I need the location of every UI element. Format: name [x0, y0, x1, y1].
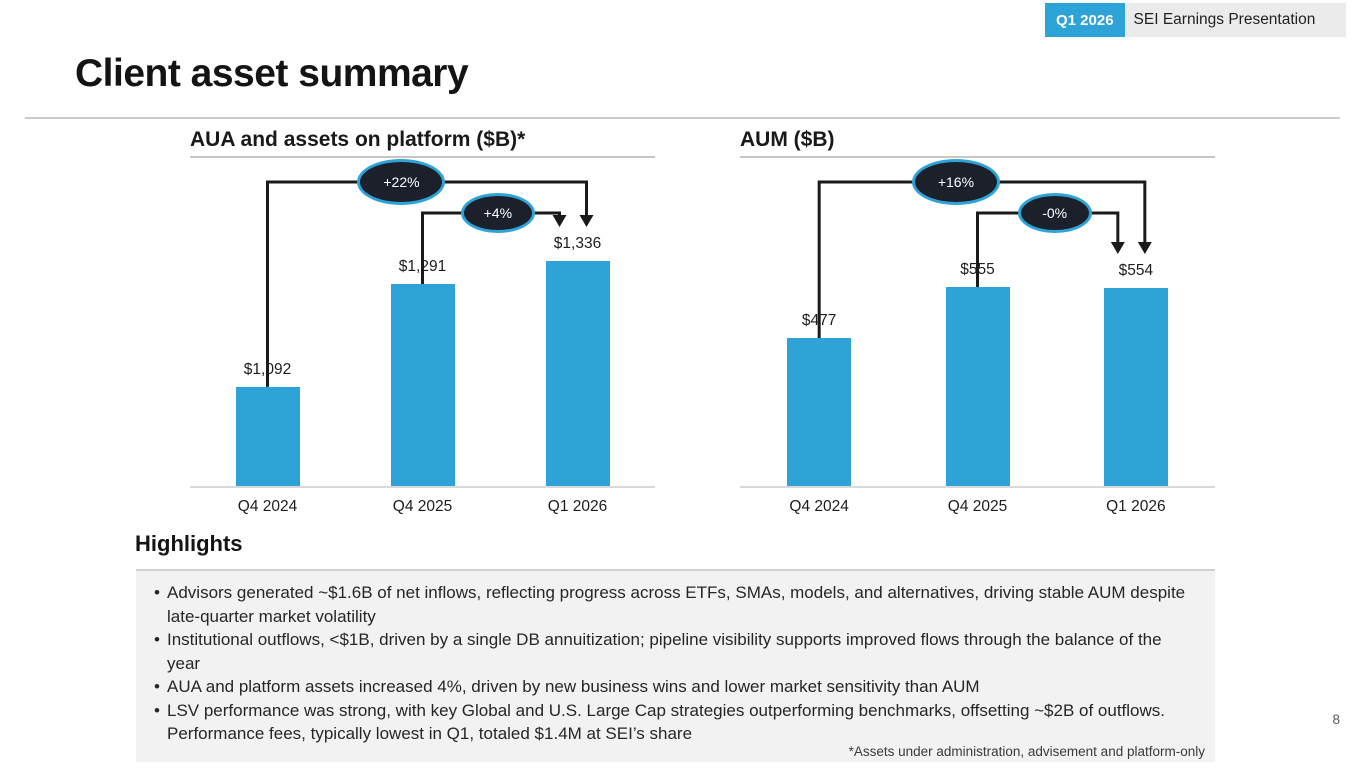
category-label: Q1 2026 [1106, 498, 1166, 515]
chart-aua-assets-on-platform: AUA and assets on platform ($B)* $1,092 $… [190, 127, 655, 520]
growth-percent-oval: +16% [911, 159, 1000, 205]
growth-percent-oval: +22% [357, 159, 446, 205]
slide-title: Client asset summary [75, 52, 469, 95]
x-axis-labels: Q4 2024 Q4 2025 Q1 2026 [740, 488, 1215, 520]
highlight-text: AUA and platform assets increased 4%, dr… [167, 677, 980, 696]
header-strip: Q1 2026 SEI Earnings Presentation [1045, 3, 1346, 37]
title-divider [25, 117, 1340, 119]
category-label: Q4 2025 [392, 498, 453, 515]
bar-value-label: $555 [960, 261, 995, 279]
bar-q4-2025 [945, 287, 1010, 486]
footnote: *Assets under administration, advisement… [848, 744, 1205, 759]
bar-value-label: $477 [801, 312, 837, 330]
highlight-text: LSV performance was strong, with key Glo… [167, 700, 1166, 744]
bar-q1-2026 [1103, 287, 1168, 486]
highlight-text: Advisors generated ~$1.6B of net inflows… [167, 583, 1186, 626]
highlights-title: Highlights [135, 531, 243, 556]
bar-q4-2024 [235, 386, 300, 486]
growth-percent-oval: -0% [1017, 193, 1092, 233]
category-label: Q4 2025 [947, 498, 1008, 515]
bar-q4-2025 [390, 284, 455, 486]
highlight-item: LSV performance was strong, with key Glo… [152, 699, 1199, 746]
category-label: Q4 2024 [789, 498, 849, 515]
highlights-box: Advisors generated ~$1.6B of net inflows… [136, 569, 1215, 762]
chart-aum: AUM ($B) $477 $555 $554 +16% -0% Q4 2024 Q4 2… [740, 127, 1215, 520]
bar-q1-2026 [545, 261, 610, 486]
highlights-list: Advisors generated ~$1.6B of net inflows… [136, 571, 1215, 746]
presentation-title: SEI Earnings Presentation [1124, 3, 1346, 37]
highlight-item: Advisors generated ~$1.6B of net inflows… [152, 581, 1199, 628]
plot-area: $1,092 $1,291 $1,336 +22% +4% [190, 158, 655, 488]
bar-value-label: $1,092 [243, 360, 292, 378]
highlight-item: Institutional outflows, <$1B, driven by … [152, 628, 1199, 675]
highlight-item: AUA and platform assets increased 4%, dr… [152, 675, 1199, 699]
highlight-text: Institutional outflows, <$1B, driven by … [167, 630, 1162, 673]
chart-title: AUM ($B) [740, 127, 1215, 158]
x-axis-labels: Q4 2024 Q4 2025 Q1 2026 [190, 488, 655, 520]
bar-value-label: $1,336 [553, 235, 602, 253]
plot-area: $477 $555 $554 +16% -0% [740, 158, 1215, 488]
page-number: 8 [1332, 712, 1340, 727]
chart-title: AUA and assets on platform ($B)* [190, 127, 655, 158]
growth-percent-oval: +4% [460, 193, 535, 233]
bar-value-label: $554 [1118, 261, 1154, 279]
bar-q4-2024 [787, 338, 852, 486]
category-label: Q1 2026 [547, 498, 608, 515]
quarter-badge: Q1 2026 [1045, 3, 1125, 37]
bar-value-label: $1,291 [398, 258, 447, 276]
category-label: Q4 2024 [237, 498, 298, 515]
